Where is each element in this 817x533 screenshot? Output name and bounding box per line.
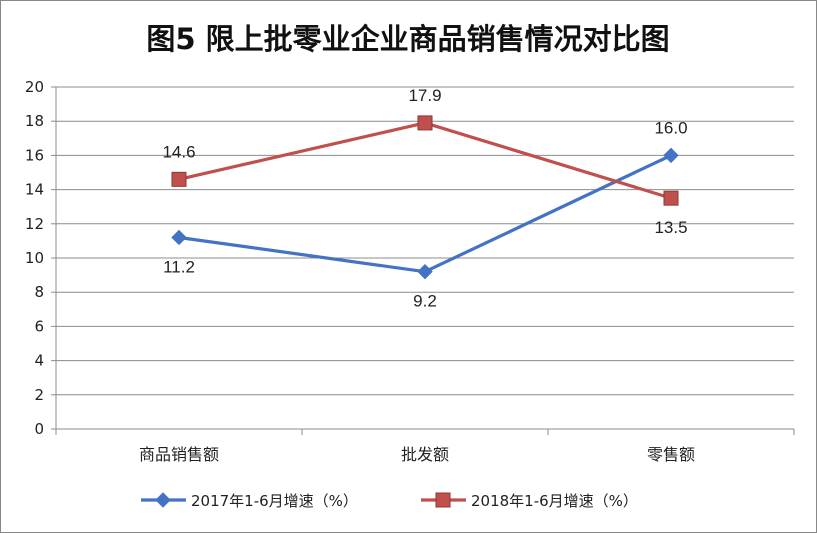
data-label: 16.0	[654, 118, 687, 137]
legend-diamond-marker	[155, 492, 171, 508]
x-tick-label: 零售额	[647, 445, 695, 464]
data-label: 9.2	[413, 292, 437, 311]
axis-layer: 0 2 4 6 8 10 12 14 16 18 20 商品销售额 批发额 零售额	[25, 78, 795, 464]
legend-label: 2018年1-6月增速（%）	[471, 492, 638, 510]
y-tick-label: 4	[34, 352, 44, 370]
data-label-layer: 11.2 9.2 16.0 14.6 17.9 13.5	[162, 86, 687, 311]
square-marker	[663, 190, 679, 206]
y-tick-label: 16	[25, 146, 44, 164]
series-line	[178, 153, 672, 274]
data-label: 17.9	[408, 86, 441, 105]
diamond-marker	[417, 263, 433, 280]
legend-label: 2017年1-6月增速（%）	[191, 492, 358, 510]
y-tick-label: 6	[34, 317, 44, 335]
legend-item-2: 2018年1-6月增速（%）	[421, 492, 638, 510]
data-label: 13.5	[654, 218, 687, 237]
series-1	[171, 147, 679, 280]
y-tick-label: 0	[34, 420, 44, 438]
legend-item-1: 2017年1-6月增速（%）	[141, 492, 358, 510]
chart-title: 图5 限上批零业企业商品销售情况对比图	[146, 22, 669, 56]
data-label: 11.2	[163, 257, 195, 276]
y-tick-label: 10	[25, 249, 44, 267]
square-marker	[171, 171, 187, 187]
y-tick-label: 8	[34, 283, 44, 301]
y-tick-label: 2	[34, 386, 44, 404]
diamond-marker	[171, 229, 187, 246]
y-tick-label: 12	[25, 215, 44, 233]
x-tick-label: 商品销售额	[139, 445, 219, 464]
series-line	[178, 121, 672, 200]
square-marker	[417, 115, 433, 131]
legend: 2017年1-6月增速（%） 2018年1-6月增速（%）	[141, 492, 638, 510]
y-tick-label: 18	[25, 112, 44, 130]
x-tick-label: 批发额	[401, 445, 449, 464]
legend-square-marker	[435, 492, 451, 508]
y-tick-label: 20	[25, 78, 44, 96]
series-layer	[171, 115, 679, 280]
diamond-marker	[663, 147, 679, 164]
data-label: 14.6	[162, 142, 195, 161]
series-2	[171, 115, 679, 206]
y-tick-label: 14	[25, 181, 44, 199]
